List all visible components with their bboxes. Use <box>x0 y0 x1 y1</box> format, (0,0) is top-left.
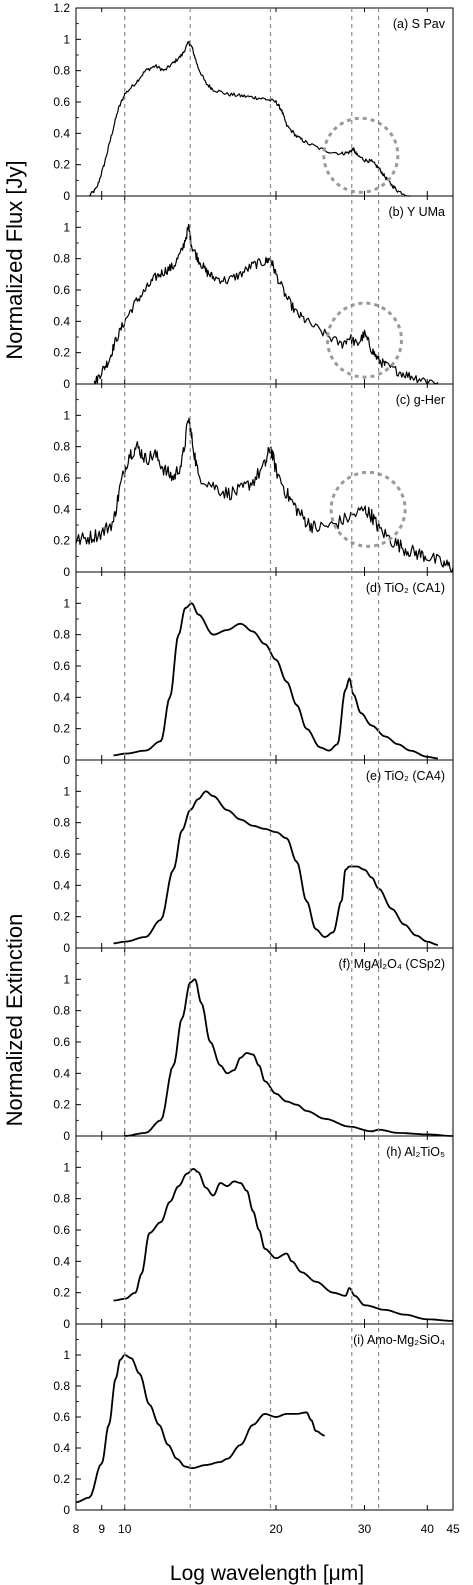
y-tick-label: 0.8 <box>53 628 70 642</box>
y-tick-label: 1 <box>63 972 70 986</box>
y-tick-label: 0 <box>63 753 70 767</box>
highlight-circle <box>329 470 407 548</box>
y-tick-label: 0.8 <box>53 1379 70 1393</box>
y-tick-label: 0.4 <box>53 878 70 892</box>
spectrum-line <box>75 1354 325 1504</box>
panel-7: 0 0.2 0.4 0.6 0.8 1 (h) Al₂TiO₅ <box>53 1135 454 1331</box>
x-axis-ticks: 8 9 10 20 30 40 45 <box>73 1522 460 1536</box>
y-tick-label: 0.4 <box>53 502 70 516</box>
x-tick-label: 9 <box>98 1522 105 1536</box>
y-tick-label: 0.8 <box>53 816 70 830</box>
y-tick-label: 0.2 <box>53 346 70 360</box>
panel-frame <box>75 759 454 949</box>
y-tick-label: 1.2 <box>53 1 70 15</box>
panel-frame <box>75 1323 454 1511</box>
spectrum-line <box>113 790 439 946</box>
y-tick-label: 0.2 <box>53 1286 70 1300</box>
panel-frame <box>75 571 454 761</box>
highlight-circle <box>325 301 403 379</box>
panel-8: 0 0.2 0.4 0.6 0.8 1 (i) Amo-Mg₂SiO₄ <box>53 1323 454 1517</box>
spectrum-line <box>75 417 454 573</box>
y-tick-label: 0.6 <box>53 659 70 673</box>
y-tick-label: 0 <box>63 1129 70 1143</box>
y-tick-label: 1 <box>63 1160 70 1174</box>
spectrum-line <box>124 978 454 1137</box>
panel-label: (a) S Pav <box>393 17 446 31</box>
vertical-reference-lines <box>124 8 380 1510</box>
y-tick-label: 0.2 <box>53 1472 70 1486</box>
y-tick-label: 0.4 <box>53 1066 70 1080</box>
y-tick-label: 0 <box>63 1503 70 1517</box>
y-tick-label: 0.6 <box>53 95 70 109</box>
panel-4: 0 0.2 0.4 0.6 0.8 1 (d) TiO₂ (CA1) <box>53 571 454 767</box>
y-tick-label: 0.2 <box>53 910 70 924</box>
y-tick-label: 0.6 <box>53 1035 70 1049</box>
panel-stack: 0 0.2 0.4 0.6 0.8 1 1.2 (a) S Pav 0 0.2 0.4 0.6 0.8 1… <box>53 1 454 1517</box>
y-tick-label: 1 <box>63 32 70 46</box>
y-tick-label: 0.8 <box>53 1004 70 1018</box>
y-tick-label: 0.6 <box>53 1223 70 1237</box>
spectrum-line <box>93 223 439 385</box>
y-tick-label: 0.2 <box>53 158 70 172</box>
panel-3: 0 0.2 0.4 0.6 0.8 1 (c) g-Her <box>53 383 454 579</box>
panel-frame <box>75 947 454 1137</box>
x-tick-label: 10 <box>118 1522 132 1536</box>
y-tick-label: 0.6 <box>53 1410 70 1424</box>
panel-5: 0 0.2 0.4 0.6 0.8 1 (e) TiO₂ (CA4) <box>53 759 454 955</box>
panel-label: (i) Amo-Mg₂SiO₄ <box>353 1333 445 1347</box>
y-tick-label: 1 <box>63 220 70 234</box>
y-tick-label: 0.2 <box>53 534 70 548</box>
y-tick-label: 1 <box>63 596 70 610</box>
spectrum-line <box>88 41 411 197</box>
y-tick-label: 0.6 <box>53 283 70 297</box>
y-tick-label: 0.4 <box>53 1441 70 1455</box>
x-axis-label: Log wavelength [μm] <box>170 1562 364 1585</box>
y-axis-label-extinction: Normalized Extinction <box>2 914 27 1127</box>
panel-frame <box>75 7 454 197</box>
panel-6: 0 0.2 0.4 0.6 0.8 1 (f) MgAl₂O₄ (CSp2) <box>53 947 454 1143</box>
y-tick-label: 0 <box>63 377 70 391</box>
y-tick-label: 0.6 <box>53 471 70 485</box>
y-tick-label: 0.8 <box>53 1192 70 1206</box>
panel-label: (d) TiO₂ (CA1) <box>366 581 445 595</box>
y-tick-label: 0.4 <box>53 126 70 140</box>
y-tick-label: 0.4 <box>53 314 70 328</box>
x-tick-label: 30 <box>358 1522 372 1536</box>
panel-label: (f) MgAl₂O₄ (CSp2) <box>339 957 446 971</box>
spectrum-line <box>113 602 438 760</box>
spectrum-line <box>113 1168 454 1322</box>
y-tick-label: 1 <box>63 1348 70 1362</box>
y-tick-label: 1 <box>63 408 70 422</box>
y-tick-label: 0.8 <box>53 252 70 266</box>
highlight-circle <box>322 116 400 194</box>
panel-label: (e) TiO₂ (CA4) <box>366 769 445 783</box>
y-tick-label: 0.8 <box>53 440 70 454</box>
x-tick-label: 20 <box>269 1522 283 1536</box>
x-tick-label: 40 <box>421 1522 435 1536</box>
y-tick-label: 0 <box>63 565 70 579</box>
y-tick-label: 0.4 <box>53 1254 70 1268</box>
panel-2: 0 0.2 0.4 0.6 0.8 1 (b) Y UMa <box>53 195 454 391</box>
panel-frame <box>75 1135 454 1325</box>
y-tick-label: 0 <box>63 1317 70 1331</box>
y-tick-label: 0.4 <box>53 690 70 704</box>
y-tick-label: 0.8 <box>53 64 70 78</box>
y-tick-label: 0 <box>63 189 70 203</box>
y-tick-label: 1 <box>63 784 70 798</box>
y-tick-label: 0.2 <box>53 1098 70 1112</box>
panel-label: (b) Y UMa <box>388 205 445 219</box>
x-tick-label: 45 <box>446 1522 460 1536</box>
y-axis-label-flux: Normalized Flux [Jy] <box>2 160 27 359</box>
y-tick-label: 0.2 <box>53 722 70 736</box>
panel-1: 0 0.2 0.4 0.6 0.8 1 1.2 (a) S Pav <box>53 1 454 203</box>
y-tick-label: 0 <box>63 941 70 955</box>
panel-label: (c) g-Her <box>396 393 445 407</box>
panel-label: (h) Al₂TiO₅ <box>386 1145 445 1159</box>
y-tick-label: 0.6 <box>53 847 70 861</box>
x-tick-label: 8 <box>73 1522 80 1536</box>
